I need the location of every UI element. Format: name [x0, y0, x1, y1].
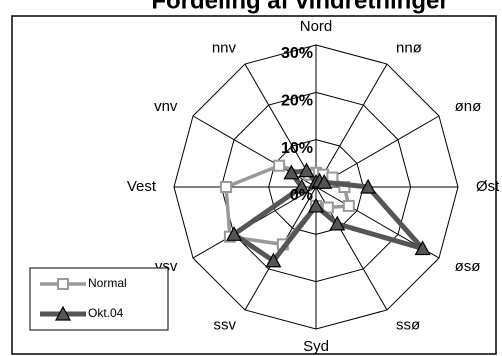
data-point: [220, 181, 233, 193]
category-label: nnø: [396, 39, 422, 56]
legend-label: Normal: [88, 276, 127, 290]
data-point: [307, 197, 325, 213]
data-point: [265, 252, 282, 268]
data-point: [321, 201, 334, 214]
r-tick-label: 30%: [281, 45, 313, 62]
data-point: [414, 240, 431, 256]
legend-marker: [54, 305, 72, 321]
data-point: [226, 226, 243, 241]
category-label: ssø: [396, 317, 420, 334]
chart-title: Fordeling af vindretninger: [151, 0, 448, 14]
category-label: ssv: [214, 317, 237, 334]
chart-frame: [11, 15, 497, 355]
legend-marker: [57, 278, 69, 290]
data-point: [360, 178, 377, 194]
category-label: vnv: [154, 98, 178, 115]
legend-label: Okt.04: [88, 306, 124, 320]
r-tick-label: 10%: [281, 140, 313, 157]
spoke: [244, 63, 317, 188]
category-label: ønø: [455, 98, 482, 115]
category-label: Øst: [476, 178, 500, 195]
data-point: [342, 199, 355, 212]
data-point: [316, 174, 333, 189]
category-label: Syd: [303, 338, 329, 355]
category-label: Vest: [127, 178, 157, 195]
r-tick-label: 20%: [281, 93, 313, 110]
spoke: [315, 63, 388, 188]
data-point: [329, 215, 346, 231]
category-label: Nord: [300, 18, 333, 35]
data-point: [298, 162, 315, 178]
category-label: øsø: [455, 258, 481, 275]
data-point: [283, 164, 300, 180]
legend-box: [29, 267, 169, 331]
data-point: [293, 178, 310, 194]
category-label: nnv: [212, 39, 237, 56]
data-point: [273, 159, 286, 172]
r-tick-label: 0%: [290, 187, 313, 204]
